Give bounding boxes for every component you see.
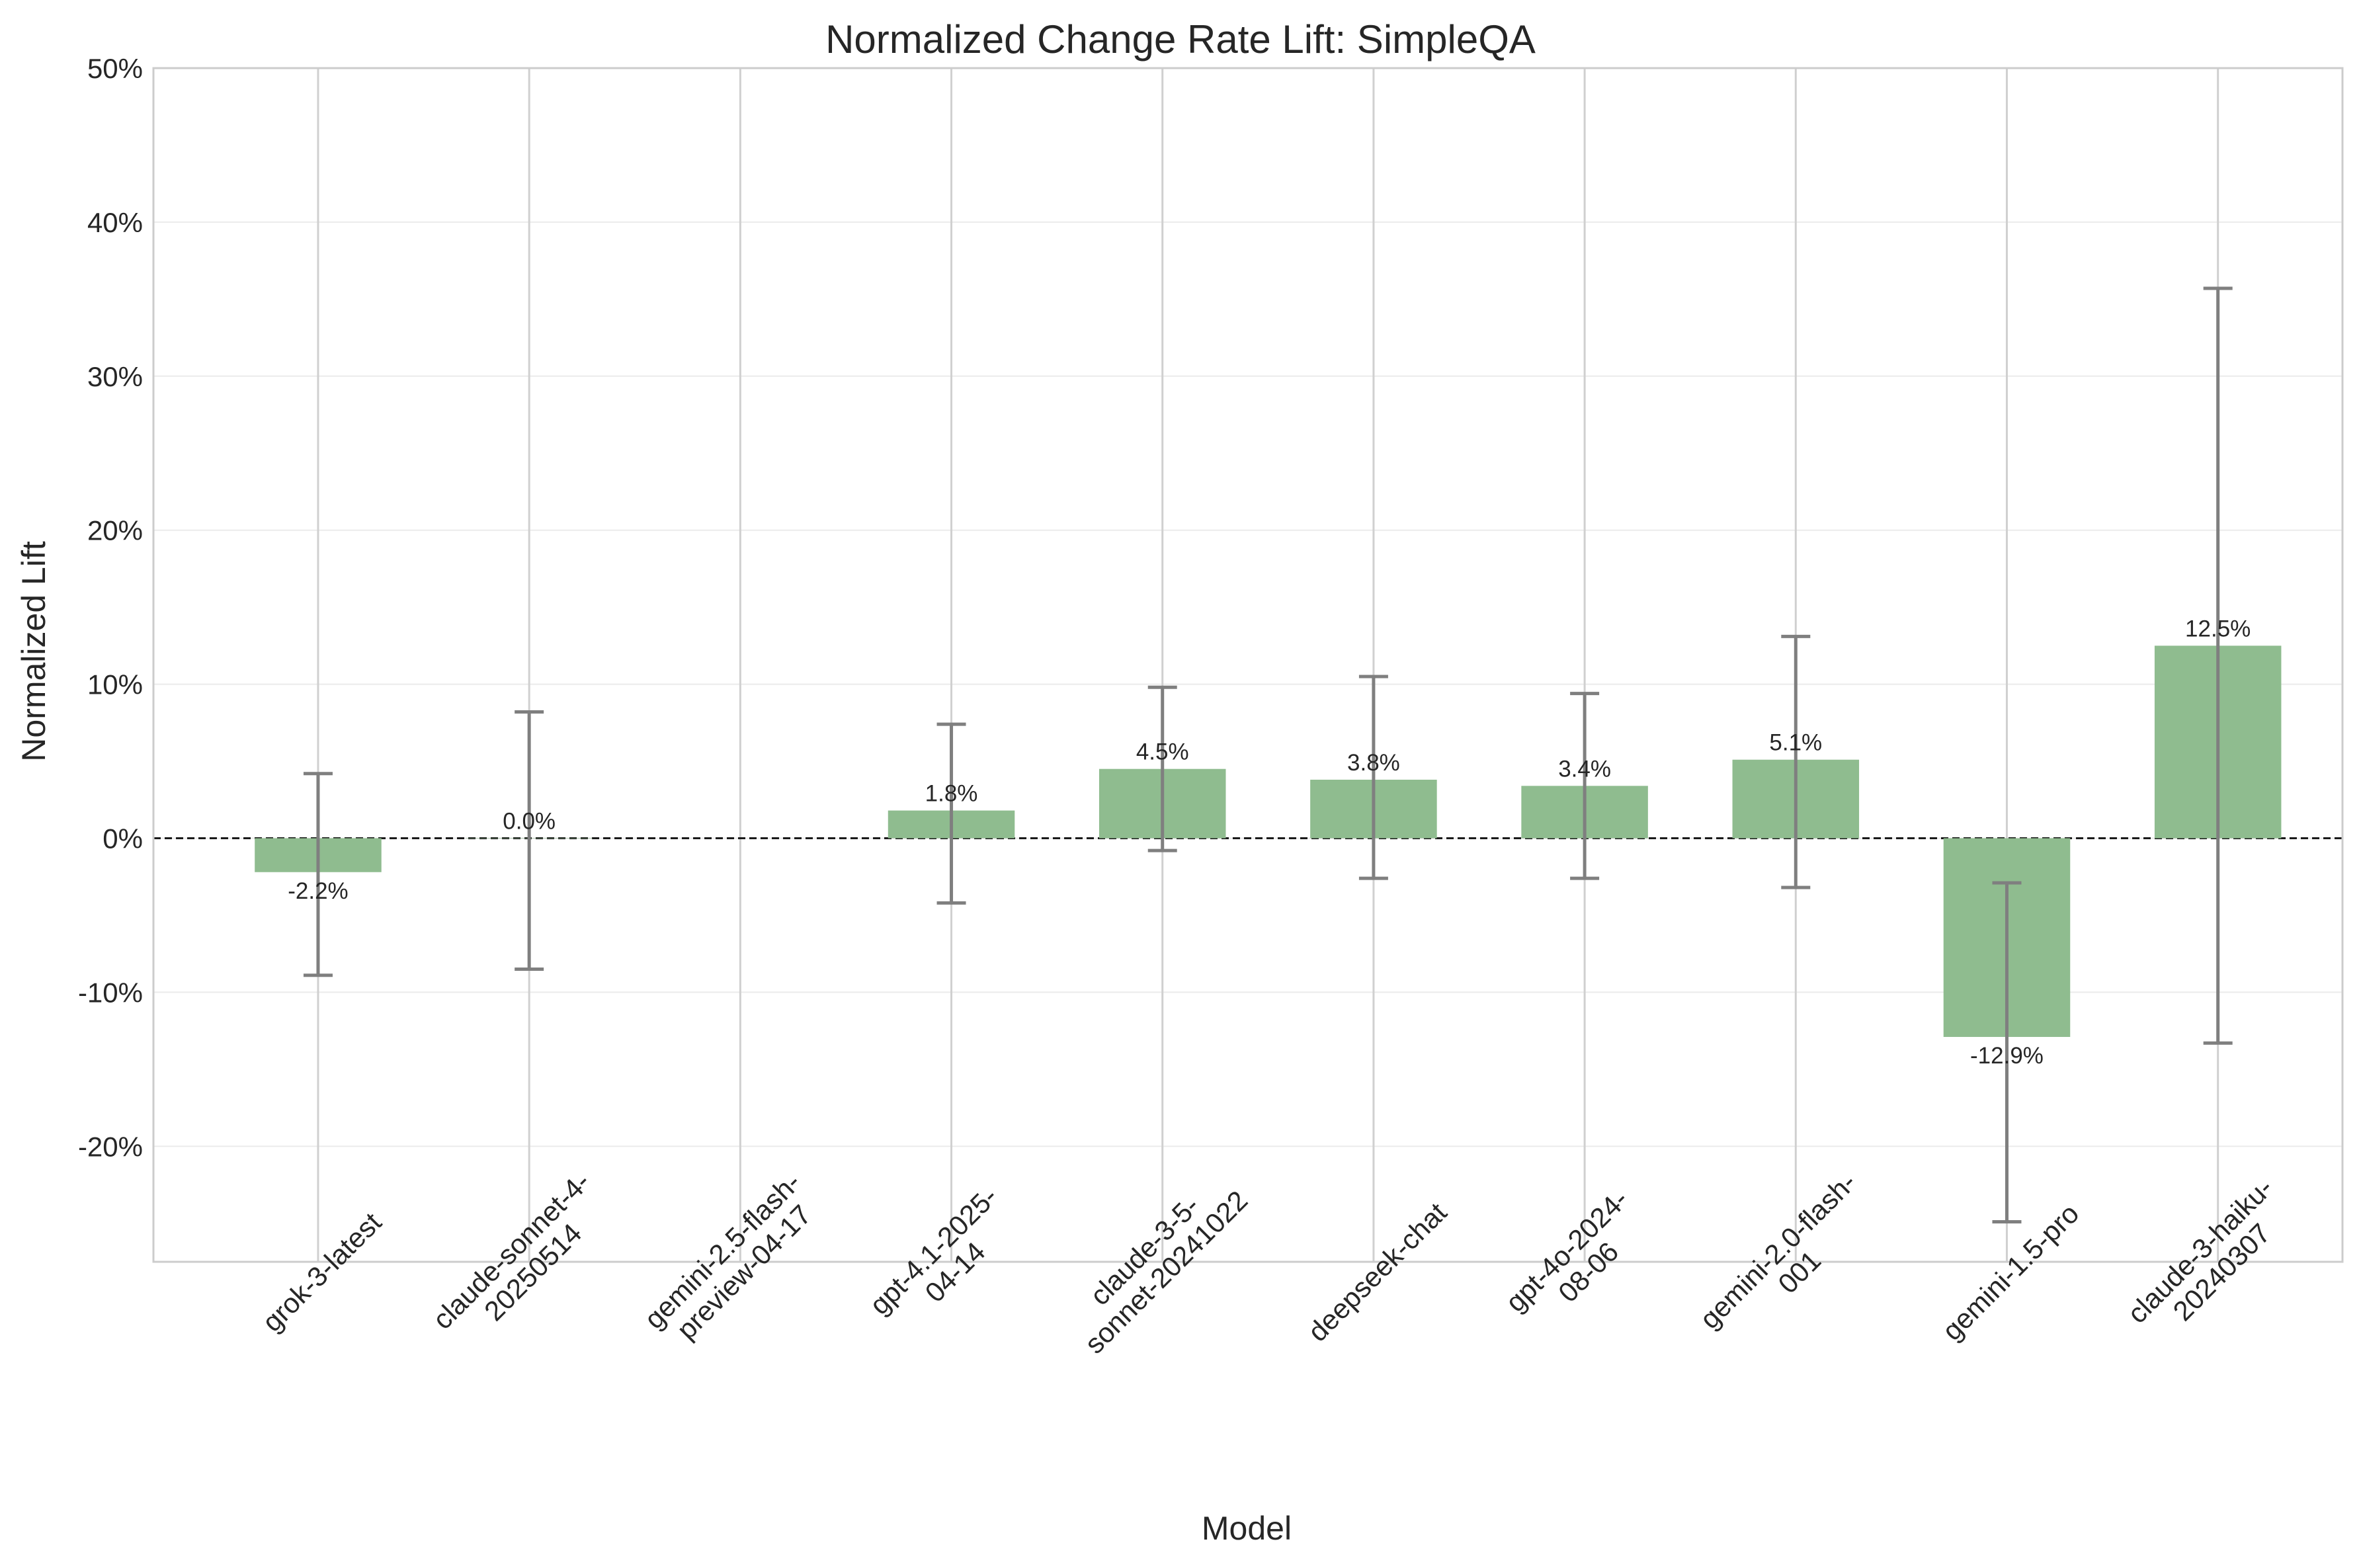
- data-label: 3.8%: [1347, 750, 1400, 776]
- plot-frame: [152, 67, 2344, 1263]
- data-label: -2.2%: [288, 878, 348, 904]
- y-tick-label: -20%: [78, 1131, 143, 1162]
- y-tick-label: 10%: [87, 669, 143, 700]
- x-axis-label: Model: [1202, 1510, 1292, 1547]
- y-tick-label: 50%: [87, 53, 143, 84]
- data-label: -12.9%: [1970, 1043, 2044, 1069]
- y-tick-label: 30%: [87, 361, 143, 392]
- y-tick-label: 20%: [87, 515, 143, 546]
- data-label: 3.4%: [1558, 756, 1611, 782]
- y-tick-labels: -20% -10% 0% 10% 20% 30% 40% 50%: [78, 53, 143, 1162]
- data-label: 12.5%: [2185, 616, 2251, 641]
- chart-title: Normalized Change Rate Lift: SimpleQA: [825, 17, 1536, 62]
- data-labels: -2.2% 0.0% 1.8% 4.5% 3.8% 3.4% 5.1% -12.9% 12.5%: [288, 616, 2251, 1069]
- y-axis-label: Normalized Lift: [15, 541, 52, 762]
- data-label: 0.0%: [503, 809, 556, 835]
- data-label: 1.8%: [925, 781, 978, 807]
- error-bars: [303, 286, 2233, 1223]
- y-tick-label: 40%: [87, 207, 143, 238]
- data-label: 5.1%: [1769, 730, 1822, 756]
- y-tick-label: -10%: [78, 977, 143, 1008]
- data-label: 4.5%: [1136, 739, 1189, 765]
- y-tick-label: 0%: [103, 823, 143, 854]
